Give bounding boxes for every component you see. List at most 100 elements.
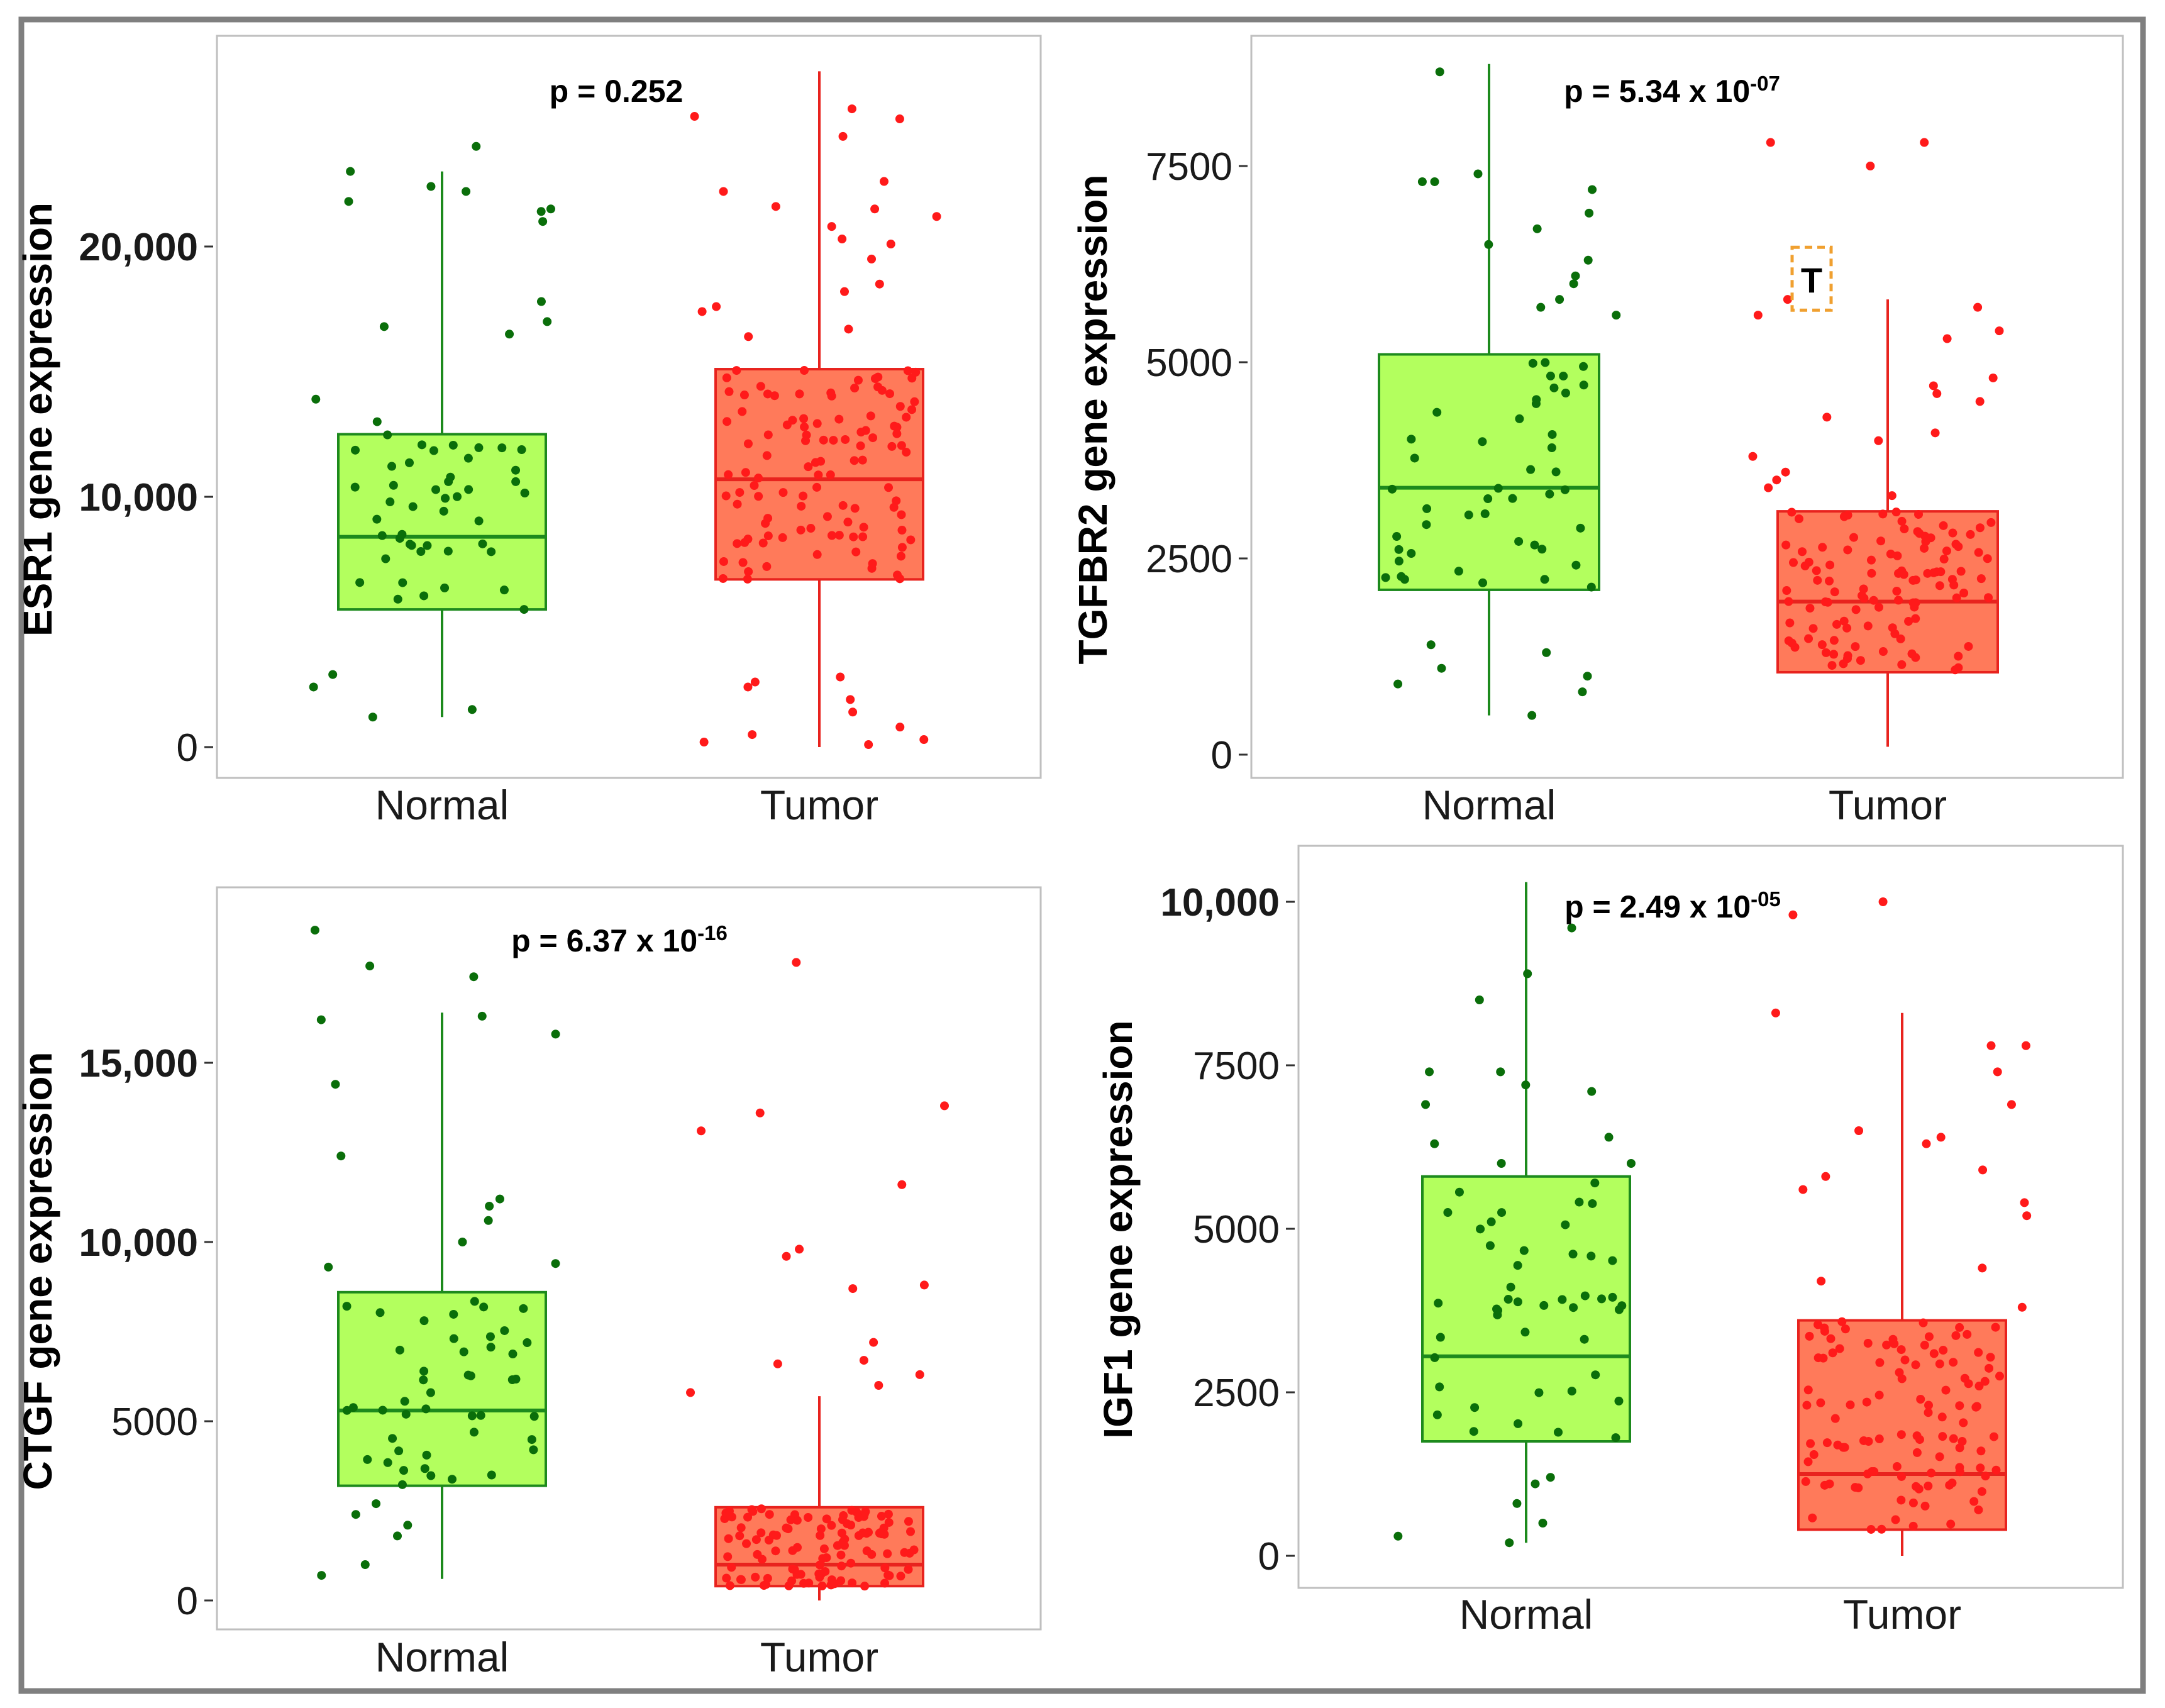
y-tick-label: 7500	[1193, 1045, 1280, 1088]
data-point	[890, 421, 899, 431]
y-axis-label: CTGF gene expression	[15, 1051, 60, 1490]
data-point	[895, 114, 904, 124]
data-point	[1915, 529, 1924, 538]
data-point	[1558, 1295, 1567, 1304]
data-point	[723, 417, 732, 426]
data-point	[1936, 567, 1946, 577]
data-point	[827, 222, 836, 231]
data-point	[838, 1515, 847, 1524]
data-point	[551, 1259, 560, 1268]
data-point	[1817, 640, 1827, 650]
data-point	[1946, 1519, 1956, 1529]
data-point	[1478, 437, 1487, 446]
data-point	[1496, 1067, 1505, 1077]
data-point	[839, 287, 849, 296]
data-point	[1991, 1323, 2000, 1332]
data-point	[1978, 1263, 1987, 1273]
y-tick-label: 2500	[1193, 1372, 1280, 1415]
data-point	[1874, 602, 1883, 612]
data-point	[1948, 528, 1957, 538]
data-point	[751, 1572, 760, 1582]
data-point	[843, 518, 853, 527]
data-point	[1851, 605, 1861, 614]
data-point	[1567, 1387, 1576, 1396]
data-point	[1521, 1080, 1531, 1090]
plot-marks	[310, 926, 950, 1600]
data-point	[1612, 311, 1621, 320]
data-point	[1764, 483, 1773, 492]
data-point	[887, 441, 897, 451]
data-point	[403, 1521, 413, 1530]
data-point	[1530, 540, 1539, 550]
data-point	[748, 730, 757, 740]
data-point	[802, 430, 811, 440]
data-point	[1783, 295, 1792, 304]
data-point	[753, 1550, 762, 1559]
data-point	[1985, 1363, 1994, 1373]
data-point	[1980, 1377, 1990, 1386]
data-point	[419, 1367, 429, 1376]
data-point	[1959, 1418, 1968, 1428]
data-point	[2020, 1198, 2029, 1207]
data-point	[1823, 597, 1832, 607]
data-point	[1955, 1443, 1964, 1453]
data-point	[1503, 1295, 1513, 1304]
data-point	[1787, 638, 1797, 648]
data-point	[885, 389, 895, 399]
data-point	[1813, 575, 1822, 585]
data-point	[1897, 660, 1907, 669]
data-point	[1842, 623, 1852, 633]
data-point	[310, 926, 319, 935]
data-point	[755, 1108, 765, 1117]
data-point	[786, 1515, 795, 1524]
data-point	[827, 531, 836, 540]
data-point	[864, 1528, 873, 1537]
data-point	[1837, 1317, 1847, 1326]
data-point	[342, 1302, 352, 1311]
data-point	[772, 1531, 782, 1540]
data-point	[551, 1029, 560, 1039]
data-point	[1869, 596, 1878, 605]
data-point	[1955, 1401, 1964, 1411]
data-point	[795, 1245, 804, 1254]
data-point	[1938, 1432, 1947, 1441]
data-point	[851, 547, 861, 557]
data-point	[1851, 642, 1860, 652]
data-point	[736, 1523, 746, 1533]
data-point	[719, 187, 728, 196]
data-point	[1583, 672, 1592, 681]
data-point	[1829, 636, 1839, 645]
data-point	[724, 470, 733, 479]
data-point	[897, 510, 906, 519]
data-point	[866, 411, 875, 421]
data-point	[439, 506, 448, 516]
data-point	[875, 1529, 884, 1538]
data-point	[519, 605, 529, 614]
data-point	[1817, 1277, 1826, 1286]
data-point	[892, 429, 902, 438]
data-point	[1939, 555, 1949, 564]
data-point	[1896, 634, 1905, 643]
data-point	[469, 972, 479, 982]
data-point	[1978, 1165, 1988, 1175]
data-point	[487, 1470, 496, 1480]
data-point	[743, 1512, 753, 1522]
data-point	[771, 202, 780, 211]
y-tick-label: 15,000	[79, 1042, 198, 1085]
data-point	[420, 1464, 429, 1473]
data-point	[372, 417, 382, 426]
data-point	[725, 1581, 734, 1590]
data-point	[738, 558, 748, 567]
data-point	[754, 474, 763, 483]
data-point	[897, 1180, 907, 1189]
data-point	[858, 532, 868, 541]
data-point	[1828, 1348, 1837, 1358]
data-point	[1484, 240, 1493, 249]
data-point	[1863, 1338, 1873, 1348]
data-point	[788, 1565, 797, 1574]
data-point	[846, 1521, 856, 1530]
data-point	[838, 501, 848, 510]
data-point	[816, 1524, 826, 1534]
data-point	[743, 439, 753, 448]
panel-ctgf: 0 5000 10,000 15,000 CTGF gene expression N…	[15, 886, 1042, 1680]
